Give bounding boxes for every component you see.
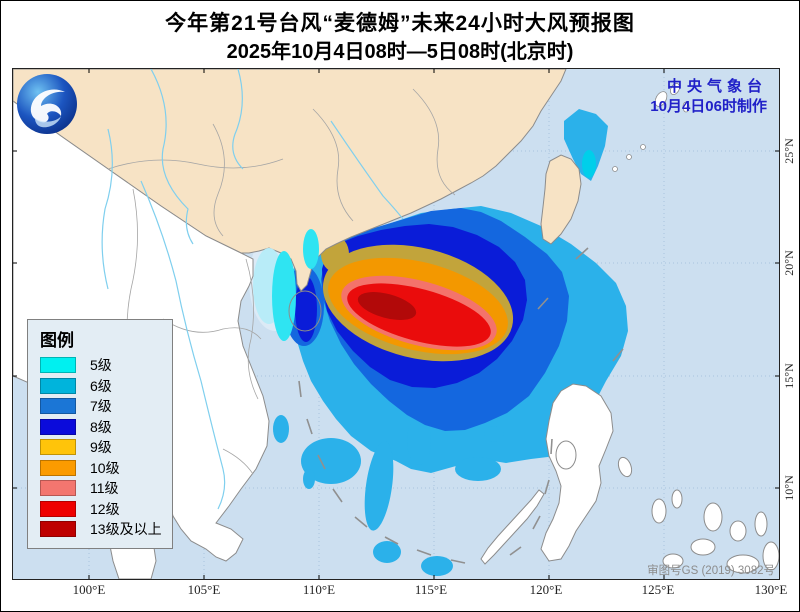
page-subtitle: 2025年10月4日08时—5日08时(北京时) xyxy=(226,41,574,63)
legend-label: 10级 xyxy=(90,459,120,476)
legend-row: 9级 xyxy=(40,437,164,458)
lon-label: 130°E xyxy=(754,582,788,597)
wind-level6-patches xyxy=(273,109,608,576)
legend-row: 12级 xyxy=(40,499,164,520)
lon-label: 110°E xyxy=(302,582,336,597)
legend-row: 13级及以上 xyxy=(40,519,164,540)
lon-label: 115°E xyxy=(414,582,448,597)
legend-label: 5级 xyxy=(90,357,112,374)
taiwan-island xyxy=(540,154,582,245)
legend-swatch xyxy=(40,377,76,394)
weather-map-graphic xyxy=(13,69,779,579)
agency-name: 中央气象台 xyxy=(666,78,767,95)
legend-box: 图例 5级 6级 7级 8级 9级 10级 11级 12级 13级及以上 xyxy=(27,319,173,549)
lon-label: 100°E xyxy=(72,582,106,597)
legend-swatch xyxy=(40,398,76,415)
legend-swatch xyxy=(40,357,76,374)
legend-label: 12级 xyxy=(90,500,120,517)
wind-level13-area xyxy=(357,292,417,320)
legend-swatch xyxy=(40,459,76,476)
lon-label: 125°E xyxy=(641,582,675,597)
rivers xyxy=(101,69,404,510)
agency-credit: 中央气象台 10月4日06时制作 xyxy=(650,77,767,117)
hainan-island-outline xyxy=(288,290,322,332)
lat-label: 20°N xyxy=(782,250,796,276)
legend-row: 8级 xyxy=(40,417,164,438)
nine-dash-line xyxy=(298,247,624,564)
legend-label: 7级 xyxy=(90,398,112,415)
legend-label: 6级 xyxy=(90,377,112,394)
lat-label: 25°N xyxy=(782,138,796,164)
map-canvas: 中央气象台 10月4日06时制作 图例 5级 6级 7级 8级 9级 10级 1… xyxy=(12,68,780,580)
legend-swatch xyxy=(40,418,76,435)
legend-row: 5级 xyxy=(40,355,164,376)
lon-label: 105°E xyxy=(187,582,221,597)
cma-logo-icon xyxy=(17,74,77,134)
lon-label: 120°E xyxy=(529,582,563,597)
legend-label: 11级 xyxy=(90,480,119,497)
ryukyu-islands xyxy=(612,83,690,172)
wind-field xyxy=(273,109,628,576)
legend-row: 10级 xyxy=(40,458,164,479)
philippine-islands xyxy=(480,383,779,574)
legend-label: 13级及以上 xyxy=(90,521,162,538)
legend-row: 6级 xyxy=(40,376,164,397)
legend-swatch xyxy=(40,439,76,456)
legend-row: 11级 xyxy=(40,478,164,499)
legend-swatch xyxy=(40,480,76,497)
wind-level5-strait-patch xyxy=(582,150,596,178)
page-title: 今年第21号台风“麦德姆”未来24小时大风预报图 xyxy=(165,12,635,35)
map-approval-number: 审图号GS (2019) 3082号 xyxy=(647,565,775,577)
legend-swatch xyxy=(40,500,76,517)
legend-row: 7级 xyxy=(40,396,164,417)
lat-label: 15°N xyxy=(782,363,796,389)
legend-title: 图例 xyxy=(40,331,74,350)
country-province-borders xyxy=(107,88,456,475)
legend-label: 9级 xyxy=(90,439,112,456)
frame-ticks xyxy=(13,69,779,579)
legend-label: 8级 xyxy=(90,418,112,435)
lat-label: 10°N xyxy=(782,475,796,501)
legend-swatch xyxy=(40,521,76,538)
issue-time: 10月4日06时制作 xyxy=(650,98,767,115)
